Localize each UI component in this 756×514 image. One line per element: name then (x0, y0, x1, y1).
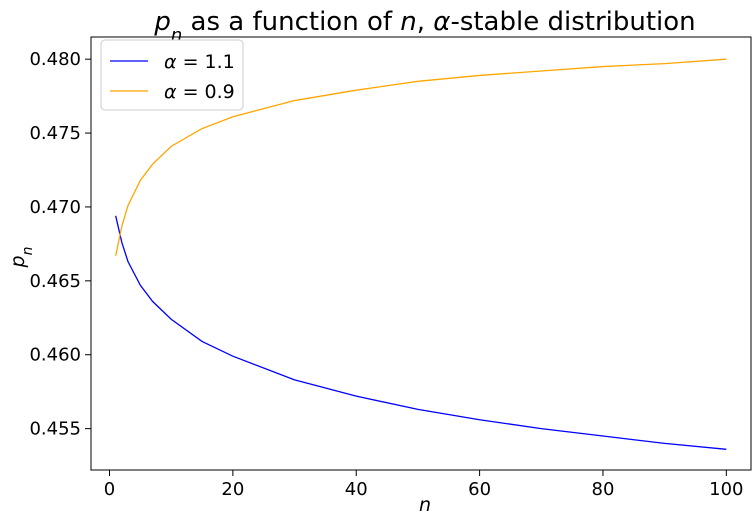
chart-title: pn as a function of n, α-stable distribu… (153, 7, 695, 46)
x-tick-label: 0 (104, 479, 115, 500)
title-n: n (400, 7, 416, 37)
legend-label-alpha-0-9: α = 0.9 (164, 81, 235, 103)
axes-frame (90, 36, 752, 471)
title-rest: -stable distribution (450, 7, 695, 37)
legend-alpha-value: = 0.9 (177, 81, 235, 103)
x-tick-label: 100 (709, 479, 743, 500)
title-middle: as a function of (182, 7, 400, 37)
series-line-1 (115, 58, 727, 256)
legend-alpha-symbol: α (164, 51, 177, 73)
title-alpha: α (433, 7, 450, 37)
y-tick-label: 0.455 (29, 419, 81, 440)
y-axis-label: pn (7, 247, 36, 269)
ylabel-sub: n (20, 247, 36, 256)
title-sub: n (171, 25, 182, 46)
title-comma: , (417, 7, 434, 37)
y-tick-label: 0.460 (29, 345, 81, 366)
x-tick-label: 20 (221, 479, 244, 500)
y-tick-label: 0.480 (29, 49, 81, 70)
x-tick-label: 80 (592, 479, 615, 500)
legend-label-alpha-1-1: α = 1.1 (164, 51, 235, 73)
series-line-0 (115, 215, 727, 450)
x-axis-label: n (419, 494, 431, 514)
legend: α = 1.1 α = 0.9 (100, 39, 244, 111)
legend-box (100, 39, 244, 111)
ylabel-base: p (7, 255, 29, 268)
y-tick-label: 0.475 (29, 123, 81, 144)
title-p: p (153, 7, 171, 37)
legend-alpha-symbol: α (164, 81, 177, 103)
x-tick-label: 40 (345, 479, 368, 500)
legend-alpha-value: = 1.1 (177, 51, 235, 73)
plot-area: 0 20 40 60 80 100 0.455 0.460 0.465 0.470 0.475 0.4… (29, 36, 752, 500)
y-tick-label: 0.470 (29, 197, 81, 218)
y-tick-label: 0.465 (29, 271, 81, 292)
x-tick-label: 60 (468, 479, 491, 500)
